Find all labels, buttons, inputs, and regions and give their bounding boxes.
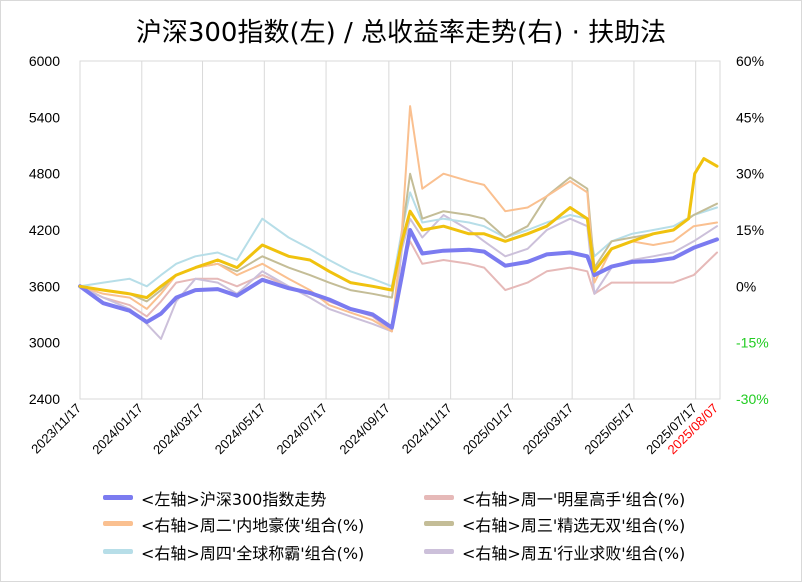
legend-label: <右轴>周一'明星高手'组合(%) [462,490,686,509]
x-tick-label: 2024/07/17 [274,401,331,458]
x-tick-label: 2025/03/17 [520,401,577,458]
y-right-tick-label: 15% [736,222,764,238]
x-tick-label: 2025/05/17 [581,401,638,458]
y-left-tick-label: 2400 [29,391,60,407]
legend-label: <右轴>周三'精选无双'组合(%) [462,516,686,535]
legend-swatch [424,495,454,500]
y-left-tick-label: 3000 [29,335,60,351]
legend-swatch [424,549,454,554]
legend-label: <右轴>周五'行业求败'组合(%) [462,544,686,563]
chart-title: 沪深300指数(左) / 总收益率走势(右) · 扶助法 [135,18,667,48]
series-line [78,228,719,330]
legend-swatch [424,521,454,526]
y-left-tick-label: 6000 [29,53,60,69]
legend-label: <右轴>周二'内地豪侠'组合(%) [141,516,365,535]
y-left-tick-label: 3600 [29,278,60,294]
legend-label: <左轴>沪深300指数走势 [141,490,327,509]
y-right-tick-label: 30% [736,166,764,182]
x-tick-label: 2024/01/17 [89,401,146,458]
x-tick-label: 2024/05/17 [212,401,269,458]
y-right-tick-label: 60% [736,53,764,69]
legend-swatch [103,521,133,526]
legend-label: <右轴>周四'全球称霸'组合(%) [141,544,365,563]
legend-swatch [103,549,133,554]
series-line [78,157,719,300]
y-right-tick-label: -30% [736,391,769,407]
plot-border [79,60,721,400]
legend-swatch [103,495,133,500]
x-tick-label: 2024/03/17 [150,401,207,458]
x-tick-label: 2025/01/17 [460,401,517,458]
x-tick-label: 2024/09/17 [336,401,393,458]
y-right-tick-label: 45% [736,109,764,125]
y-right-tick-label: 0% [736,278,756,294]
y-left-tick-label: 5400 [29,109,60,125]
y-left-tick-label: 4200 [29,222,60,238]
y-left-tick-label: 4800 [29,166,60,182]
x-tick-label: 2024/11/17 [399,401,455,457]
x-tick-label: 2023/11/17 [28,401,84,457]
y-right-tick-label: -15% [736,335,769,351]
series-line [79,214,718,340]
